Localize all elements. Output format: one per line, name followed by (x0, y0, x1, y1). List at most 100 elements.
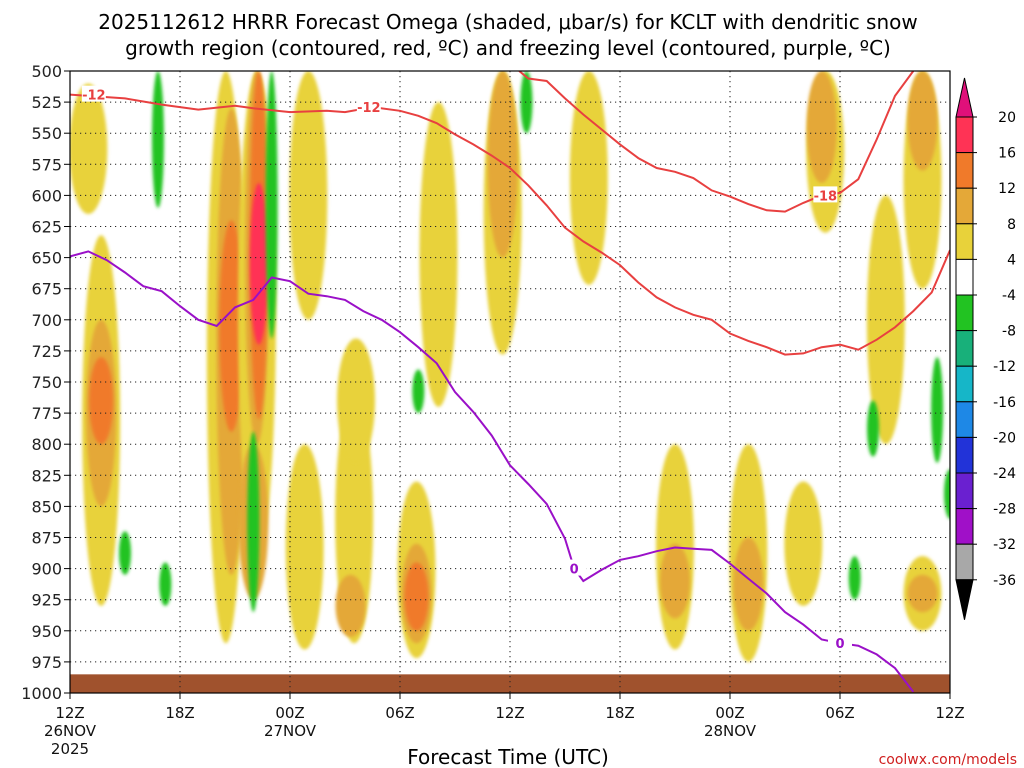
y-tick-label-525: 525 (31, 93, 62, 112)
omega-region-5 (119, 531, 131, 575)
x-tick-year-0: 2025 (51, 740, 89, 758)
colorbar-bottom-arrow (955, 579, 974, 620)
terrain-fill (70, 674, 950, 693)
colorbar-bin-3 (955, 223, 974, 260)
contour-labels: -12 -12 -18 0 0 (81, 85, 852, 652)
contour-label-bg-0-1 (356, 98, 381, 115)
omega-region-34 (733, 537, 764, 631)
colorbar-bin-2 (955, 187, 974, 225)
contour-label-0-1: -12 (357, 101, 381, 116)
y-tick-label-575: 575 (31, 155, 62, 174)
omega-region-9 (219, 220, 244, 432)
colorbar-bin-12 (955, 543, 974, 581)
x-tick-label-24: 12Z (495, 704, 524, 722)
colorbar-label-4: 4 (1007, 252, 1016, 268)
colorbar-label-5: -4 (1002, 288, 1016, 304)
omega-region-40 (848, 556, 861, 600)
colorbar-label-2: 12 (998, 181, 1016, 197)
y-tick-label-500: 500 (31, 62, 62, 81)
colorbar-label-1: 16 (998, 146, 1016, 162)
y-tick-label-725: 725 (31, 342, 62, 361)
x-tick-label-18: 06Z (385, 704, 414, 722)
omega-region-4 (152, 71, 164, 208)
grid-lines (70, 71, 950, 693)
omega-region-20 (335, 574, 366, 638)
x-tick-label-48: 12Z (935, 704, 964, 722)
colorbar-bin-5 (955, 294, 974, 332)
y-tick-label-700: 700 (31, 311, 62, 330)
contour-line-1 (518, 71, 915, 213)
colorbar-label-12: -32 (993, 537, 1016, 553)
colorbar-bin-0 (955, 116, 974, 154)
y-tick-label-975: 975 (31, 653, 62, 672)
omega-region-42 (907, 71, 938, 171)
colorbar-bin-6 (955, 330, 974, 367)
contour-label-bg-2-0 (562, 559, 587, 576)
y-tick-label-950: 950 (31, 622, 62, 641)
colorbar-label-6: -8 (1002, 324, 1016, 340)
x-tick-label-30: 18Z (605, 704, 634, 722)
y-tick-label-625: 625 (31, 218, 62, 237)
omega-region-24 (404, 562, 429, 631)
colorbar-bin-11 (955, 508, 974, 545)
contour-label-0-0: -12 (82, 89, 106, 104)
omega-region-6 (159, 562, 172, 606)
y-axis-ticks: 500 525 550 575 600 625 650 675 700 725 750 775 800 8… (21, 62, 70, 703)
omega-region-45 (931, 357, 944, 463)
omega-region-32 (660, 543, 690, 619)
y-tick-label-750: 750 (31, 373, 62, 392)
colorbar-label-11: -28 (993, 502, 1016, 518)
omega-region-44 (907, 574, 938, 613)
omega-region-21 (337, 338, 375, 463)
contour-line-2 (70, 250, 915, 693)
contour-label-2-1: 0 (835, 637, 844, 652)
colorbar-label-13: -36 (993, 573, 1016, 589)
contour-label-1-0: -18 (814, 189, 838, 204)
y-tick-label-925: 925 (31, 591, 62, 610)
omega-region-17 (289, 71, 328, 320)
omega-region-3 (89, 357, 114, 445)
y-tick-label-875: 875 (31, 529, 62, 548)
y-tick-label-675: 675 (31, 280, 62, 299)
terrain-layer (70, 674, 950, 693)
omega-region-15 (247, 431, 260, 613)
chart-title-line-2: growth region (contoured, red, ºC) and f… (125, 36, 891, 60)
omega-region-0 (70, 83, 108, 215)
omega-region-16 (265, 71, 278, 339)
x-tick-label-0: 12Z (55, 704, 84, 722)
omega-region-28 (487, 71, 518, 258)
contour-label-bg-1-0 (813, 186, 838, 203)
colorbar: 20 16 12 8 4 -4 -8 -12 -16 -20 -24 -28 -32 -36 (955, 77, 1016, 620)
colorbar-label-8: -16 (993, 395, 1016, 411)
colorbar-bin-10 (955, 472, 974, 510)
omega-region-29 (520, 71, 533, 134)
omega-region-37 (806, 71, 837, 183)
contour-lines (70, 71, 950, 693)
omega-region-30 (569, 71, 608, 285)
colorbar-bin-4 (955, 258, 974, 296)
colorbar-label-3: 8 (1007, 217, 1016, 233)
omega-region-39 (867, 400, 879, 457)
omega-shading (70, 71, 950, 662)
colorbar-label-10: -24 (993, 466, 1016, 482)
contour-label-2-0: 0 (570, 563, 579, 578)
contour-label-bg-2-1 (828, 634, 852, 651)
x-tick-label-12: 00Z (275, 704, 304, 722)
y-tick-label-550: 550 (31, 124, 62, 143)
x-tick-date-36: 28NOV (704, 722, 757, 740)
contour-label-bg-0-0 (81, 85, 106, 102)
x-axis-label: Forecast Time (UTC) (407, 745, 609, 768)
omega-region-35 (784, 481, 823, 606)
colorbar-label-0: 20 (998, 110, 1016, 126)
x-tick-label-36: 00Z (715, 704, 744, 722)
y-tick-label-900: 900 (31, 560, 62, 579)
colorbar-bin-7 (955, 365, 974, 403)
x-tick-date-12: 27NOV (264, 722, 317, 740)
y-tick-label-825: 825 (31, 466, 62, 485)
colorbar-bin-1 (955, 152, 974, 189)
y-tick-label-1000: 1000 (21, 684, 62, 703)
x-tick-date-0: 26NOV (44, 722, 97, 740)
y-tick-label-600: 600 (31, 186, 62, 205)
chart-title-line-1: 2025112612 HRRR Forecast Omega (shaded, … (98, 10, 917, 34)
